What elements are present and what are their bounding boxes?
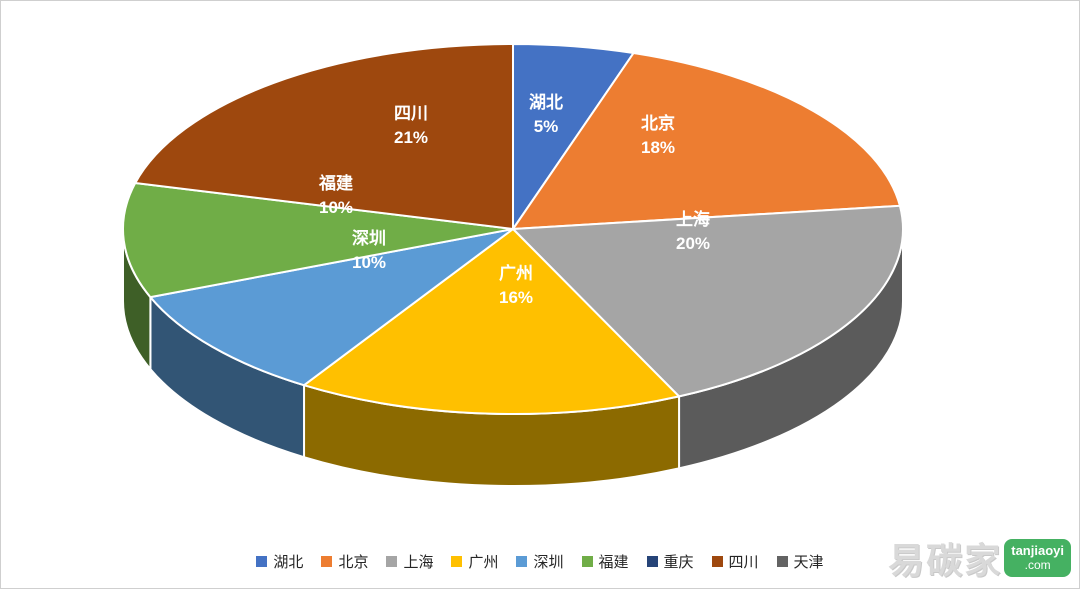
watermark: 易碳家 tanjiaoyi .com [888,532,1071,584]
legend-label-2: 上海 [403,554,434,571]
legend-item-4: 深圳 [516,551,564,572]
slice-label-1: 北京 18% [641,113,675,157]
slice-label-0: 湖北 5% [529,93,563,136]
legend-item-2: 上海 [386,551,433,572]
legend-swatch-0 [256,556,268,567]
legend-swatch-7 [711,556,723,567]
slice-label-3: 广州 16% [499,263,533,307]
pie-slice-2 [512,204,904,398]
legend-label-3: 广州 [468,554,499,571]
legend-label-5: 福建 [598,554,629,571]
legend-item-5: 福建 [581,551,629,572]
legend-item-1: 北京 [321,551,368,572]
legend-item-0: 湖北 [256,551,303,572]
pie-slice-7 [134,43,514,230]
legend-label-6: 重庆 [663,554,694,571]
pie-chart: 湖北 5% 北京 18% 上海 20% 广州 16% 深圳 10% 福建 10% 四川 21% [122,43,904,487]
legend-swatch-2 [386,556,398,567]
slice-label-2: 上海 20% [676,209,710,253]
pie-slice-5 [122,181,514,299]
legend-swatch-3 [451,556,463,567]
pie-slice-1 [512,52,901,230]
legend-swatch-4 [516,556,528,567]
legend-label-1: 北京 [338,554,369,571]
legend-label-7: 四川 [728,554,759,571]
watermark-text: 易碳家 [888,540,1003,581]
slice-label-7: 四川 21% [394,104,428,147]
legend-item-8: 天津 [776,551,824,572]
legend-swatch-6 [646,556,658,567]
legend-item-7: 四川 [711,551,759,572]
legend-item-3: 广州 [451,551,498,572]
watermark-badge: tanjiaoyi .com [1004,538,1071,578]
pie-slice-4 [149,228,514,387]
legend-label-8: 天津 [793,554,824,571]
watermark-badge-line2: .com [1024,557,1051,572]
legend-swatch-1 [321,556,333,567]
legend-swatch-8 [776,556,788,567]
legend-item-6: 重庆 [646,551,694,572]
legend-label-4: 深圳 [533,554,564,571]
slice-label-4: 深圳 10% [352,228,386,272]
chart-legend: 湖北 北京 上海 广州 深圳 福建 重庆 四川 天津 [1,551,1079,572]
legend-swatch-5 [581,556,593,567]
legend-label-0: 湖北 [273,554,304,571]
watermark-badge-line1: tanjiaoyi [1011,542,1064,558]
pie-slice-3 [303,228,681,415]
slice-label-5: 福建 10% [318,173,353,217]
